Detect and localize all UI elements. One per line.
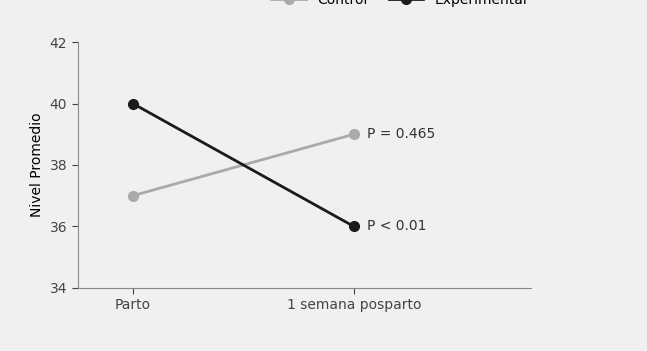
Text: P < 0.01: P < 0.01	[367, 219, 426, 233]
Y-axis label: Nivel Promedio: Nivel Promedio	[30, 113, 44, 217]
Text: P = 0.465: P = 0.465	[367, 127, 435, 141]
Legend: Control, Experimental: Control, Experimental	[266, 0, 532, 13]
